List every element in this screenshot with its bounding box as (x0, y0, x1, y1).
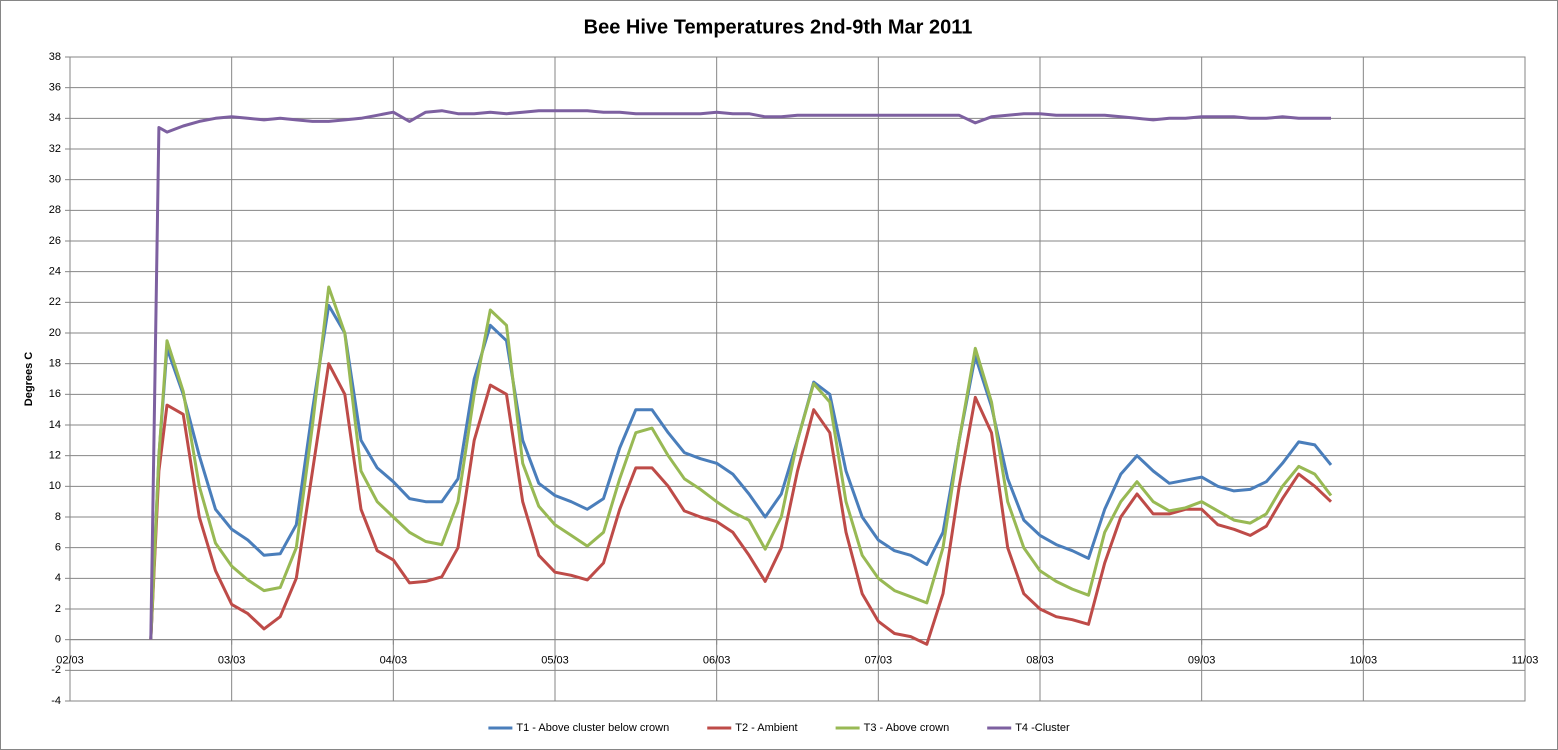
x-tick-label: 02/03 (56, 655, 84, 667)
y-tick-label: 2 (55, 603, 61, 615)
y-tick-label: 0 (55, 634, 61, 646)
legend-label: T1 - Above cluster below crown (516, 722, 669, 734)
y-tick-label: 26 (49, 235, 61, 247)
x-tick-label: 08/03 (1026, 655, 1054, 667)
y-tick-label: 20 (49, 327, 61, 339)
x-tick-label: 03/03 (218, 655, 246, 667)
y-tick-label: 32 (49, 143, 61, 155)
x-tick-label: 09/03 (1188, 655, 1216, 667)
chart-title: Bee Hive Temperatures 2nd-9th Mar 2011 (584, 16, 973, 38)
y-tick-label: 6 (55, 542, 61, 554)
x-tick-label: 11/03 (1512, 655, 1539, 667)
y-tick-label: 30 (49, 174, 61, 186)
y-tick-label: 12 (49, 450, 61, 462)
y-tick-label: 22 (49, 296, 61, 308)
x-tick-label: 07/03 (865, 655, 893, 667)
x-tick-label: 10/03 (1350, 655, 1378, 667)
y-tick-label: -4 (51, 695, 61, 707)
data-line (149, 362, 1333, 646)
x-tick-label: 04/03 (380, 655, 408, 667)
y-tick-label: 18 (49, 358, 61, 370)
y-tick-label: 28 (49, 204, 61, 216)
data-line (149, 303, 1333, 640)
y-tick-label: 14 (49, 419, 61, 431)
y-tick-label: 10 (49, 480, 61, 492)
x-tick-label: 05/03 (541, 655, 569, 667)
legend-label: T3 - Above crown (864, 722, 950, 734)
y-axis-label: Degrees C (23, 352, 35, 406)
y-tick-label: 38 (49, 51, 61, 63)
y-tick-label: 16 (49, 388, 61, 400)
y-tick-label: 24 (49, 266, 61, 278)
legend-label: T2 - Ambient (735, 722, 797, 734)
y-tick-label: 34 (49, 112, 61, 124)
data-line (149, 109, 1331, 640)
y-tick-label: 36 (49, 82, 61, 94)
y-tick-label: 4 (55, 572, 61, 584)
y-tick-label: -2 (51, 664, 61, 676)
y-tick-label: 8 (55, 511, 61, 523)
x-tick-label: 06/03 (703, 655, 731, 667)
data-line (149, 285, 1333, 640)
legend-label: T4 -Cluster (1015, 722, 1070, 734)
